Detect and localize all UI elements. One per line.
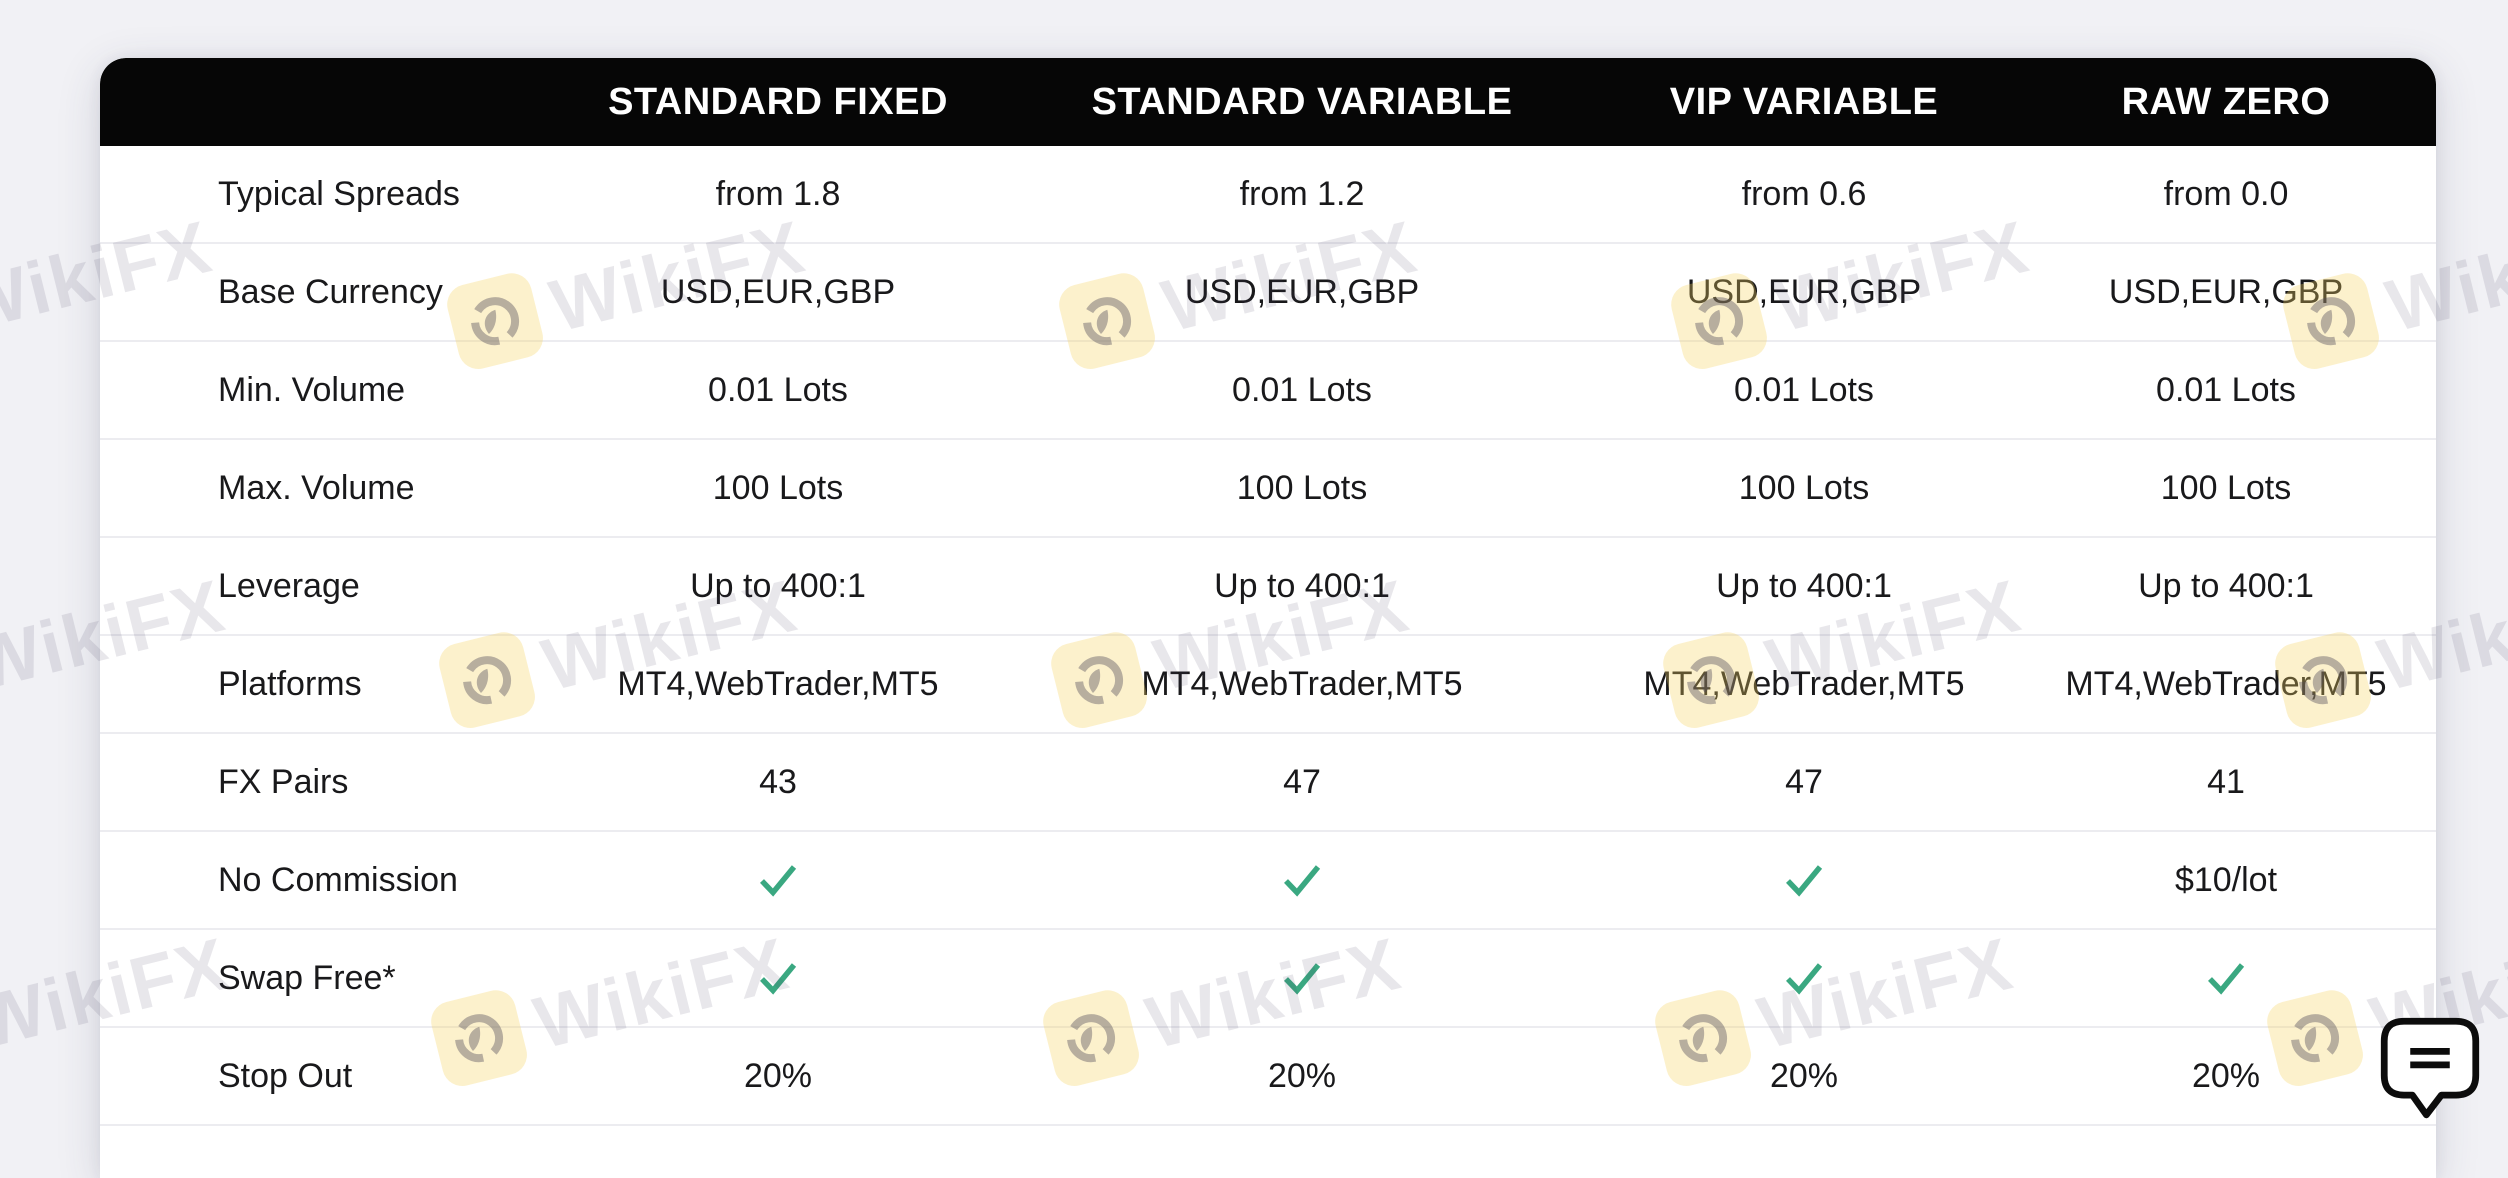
row-label: Platforms <box>218 664 362 703</box>
check-cell <box>1012 961 1592 995</box>
cell-value: Up to 400:1 <box>1214 566 1390 605</box>
cell-value: $10/lot <box>2174 860 2278 899</box>
table-row: Max. Volume 100 Lots 100 Lots 100 Lots 100 L… <box>100 440 2436 538</box>
cell-value: 0.01 Lots <box>708 370 848 409</box>
cell-value: from 0.6 <box>1741 174 1867 213</box>
table-row: Stop Out 20% 20% 20% 20% <box>100 1028 2436 1126</box>
cell-value: 0.01 Lots <box>1734 370 1874 409</box>
cell-value: MT4,WebTrader,MT5 <box>1141 664 1463 703</box>
cell-value: 43 <box>759 762 797 801</box>
cell-value: Up to 400:1 <box>2138 566 2314 605</box>
check-cell <box>1592 863 2016 897</box>
cell-value: 20% <box>2191 1056 2261 1095</box>
table-row: Platforms MT4,WebTrader,MT5 MT4,WebTrader,… <box>100 636 2436 734</box>
row-label: FX Pairs <box>218 762 349 801</box>
cell-value: MT4,WebTrader,MT5 <box>617 664 939 703</box>
table-body: Typical Spreads from 1.8 from 1.2 from 0.6 f… <box>100 146 2436 1126</box>
cell-value: USD,EUR,GBP <box>1686 272 1922 311</box>
checkmark-icon <box>760 865 797 897</box>
row-label: Stop Out <box>218 1056 353 1095</box>
check-cell <box>1012 863 1592 897</box>
row-label: Leverage <box>218 566 360 605</box>
table-row: Swap Free* <box>100 930 2436 1028</box>
row-label: Max. Volume <box>218 468 415 507</box>
chat-bubble-icon <box>2380 1017 2480 1119</box>
cell-value: Up to 400:1 <box>690 566 866 605</box>
cell-value: 100 Lots <box>2160 468 2292 507</box>
checkmark-icon <box>1786 963 1823 995</box>
row-label: Typical Spreads <box>218 174 460 213</box>
table-row-empty <box>100 1126 2436 1178</box>
row-label: No Commission <box>218 860 458 899</box>
table-row: Base Currency USD,EUR,GBP USD,EUR,GBP USD,E… <box>100 244 2436 342</box>
row-label: Base Currency <box>218 272 443 311</box>
table-row: Min. Volume 0.01 Lots 0.01 Lots 0.01 Lots 0.… <box>100 342 2436 440</box>
column-header: VIP VARIABLE <box>1669 80 1939 123</box>
checkmark-icon <box>1284 865 1321 897</box>
cell-value: 41 <box>2207 762 2245 801</box>
check-cell <box>544 863 1012 897</box>
chat-bubble-button[interactable] <box>2378 1014 2482 1120</box>
cell-value: from 1.8 <box>715 174 841 213</box>
check-cell <box>544 961 1012 995</box>
cell-value: 100 Lots <box>1236 468 1368 507</box>
cell-value: 20% <box>1267 1056 1337 1095</box>
cell-value: MT4,WebTrader,MT5 <box>1643 664 1965 703</box>
checkmark-icon <box>2208 963 2245 995</box>
checkmark-icon <box>760 963 797 995</box>
column-header: RAW ZERO <box>2121 80 2331 123</box>
cell-value: MT4,WebTrader,MT5 <box>2065 664 2387 703</box>
cell-value: USD,EUR,GBP <box>1184 272 1420 311</box>
table-row: No Commission $10/lot <box>100 832 2436 930</box>
cell-value: from 0.0 <box>2163 174 2289 213</box>
row-label: Min. Volume <box>218 370 406 409</box>
accounts-comparison-table: STANDARD FIXED STANDARD VARIABLE VIP VARIA… <box>100 58 2436 1178</box>
cell-value: 0.01 Lots <box>2156 370 2296 409</box>
column-header: STANDARD VARIABLE <box>1091 80 1513 123</box>
cell-value: 20% <box>1769 1056 1839 1095</box>
cell-value: Up to 400:1 <box>1716 566 1892 605</box>
cell-value: 47 <box>1283 762 1321 801</box>
cell-value: 20% <box>743 1056 813 1095</box>
cell-value: from 1.2 <box>1239 174 1365 213</box>
table-row: Leverage Up to 400:1 Up to 400:1 Up to 400:… <box>100 538 2436 636</box>
cell-value: USD,EUR,GBP <box>2108 272 2344 311</box>
cell-value: 100 Lots <box>1738 468 1870 507</box>
column-header: STANDARD FIXED <box>608 80 948 123</box>
row-label: Swap Free* <box>218 958 396 997</box>
check-cell <box>1592 961 2016 995</box>
checkmark-icon <box>1786 865 1823 897</box>
cell-value: USD,EUR,GBP <box>660 272 896 311</box>
table-row: Typical Spreads from 1.8 from 1.2 from 0.6 f… <box>100 146 2436 244</box>
cell-value: 0.01 Lots <box>1232 370 1372 409</box>
cell-value: 47 <box>1785 762 1823 801</box>
check-cell <box>2016 961 2436 995</box>
table-row: FX Pairs 43 47 47 41 <box>100 734 2436 832</box>
table-header-row: STANDARD FIXED STANDARD VARIABLE VIP VARIA… <box>100 58 2436 146</box>
cell-value: 100 Lots <box>712 468 844 507</box>
checkmark-icon <box>1284 963 1321 995</box>
